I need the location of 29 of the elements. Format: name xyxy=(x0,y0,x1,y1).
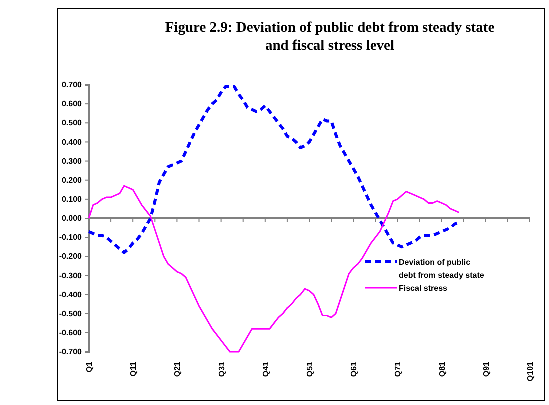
y-tick-label: 0.400 xyxy=(62,138,83,147)
y-tick-label: -0.500 xyxy=(59,309,83,318)
y-tick-label: 0.300 xyxy=(62,156,83,166)
legend-label: Fiscal stress xyxy=(399,284,448,293)
x-tick-label: Q61 xyxy=(350,361,359,378)
y-tick-label: 0.100 xyxy=(62,194,83,204)
y-tick-label: 0.700 xyxy=(62,80,83,90)
y-tick-label: 0.600 xyxy=(62,100,83,109)
y-tick-label: 0.000 xyxy=(62,214,83,224)
x-tick-label: Q101 xyxy=(526,361,535,382)
y-tick-label: -0.600 xyxy=(59,328,83,338)
y-tick-label: -0.200 xyxy=(59,252,83,262)
x-tick-label: Q11 xyxy=(129,361,138,377)
y-tick-label: 0.500 xyxy=(62,118,83,128)
x-tick-label: Q41 xyxy=(261,361,270,378)
x-tick-label: Q21 xyxy=(173,361,182,378)
x-tick-label: Q71 xyxy=(394,361,403,378)
x-tick-label: Q31 xyxy=(217,361,226,378)
y-tick-label: -0.700 xyxy=(59,348,83,357)
x-tick-label: Q91 xyxy=(482,361,491,378)
x-tick-label: Q81 xyxy=(438,361,447,378)
y-tick-label: -0.100 xyxy=(59,233,83,242)
y-tick-label: 0.200 xyxy=(62,176,83,185)
x-tick-label: Q1 xyxy=(85,361,94,373)
y-tick-label: -0.400 xyxy=(59,290,83,300)
chart-title: Figure 2.9: Deviation of public debt from steady state and fiscal stress level xyxy=(165,20,496,54)
legend-label: Deviation of public debt from steady state xyxy=(399,258,485,280)
y-tick-label: -0.300 xyxy=(59,271,83,280)
x-tick-label: Q51 xyxy=(306,361,314,378)
